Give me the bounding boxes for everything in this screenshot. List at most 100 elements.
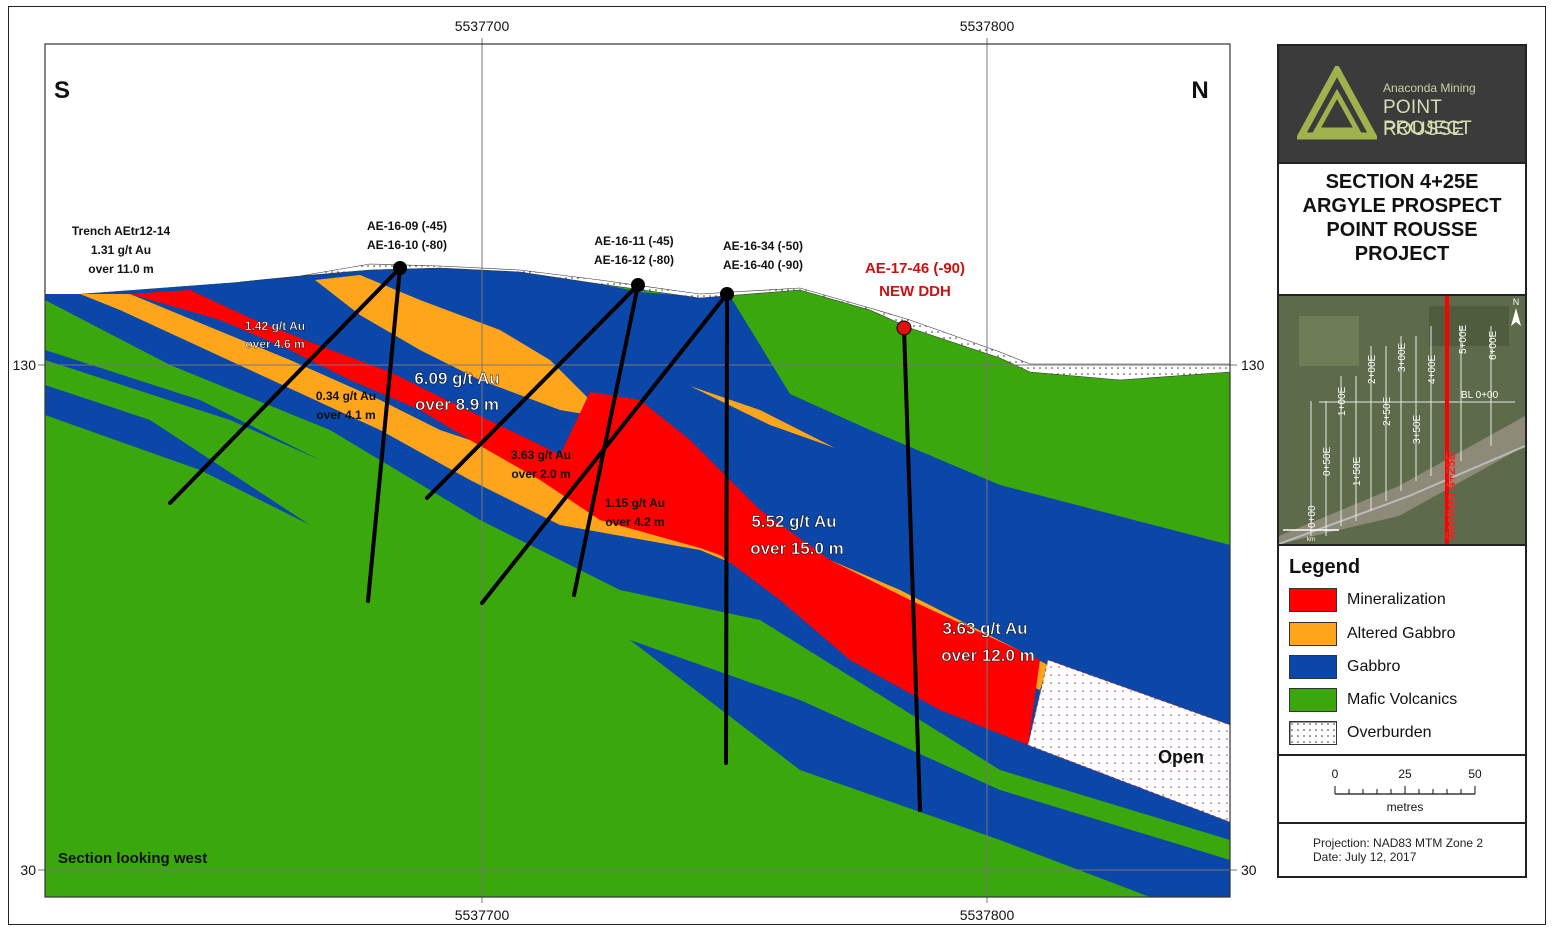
inset-map-graphic: 0+00 0+50E 1+00E 1+50E 2+00E 2+50E 3+00E…	[1279, 296, 1525, 544]
elevation-left-1: 130	[13, 357, 37, 373]
intercept-g-length: over 12.0 m	[941, 646, 1035, 665]
intercept-g-grade: 3.63 g/t Au	[942, 619, 1027, 638]
intercept-f-grade: 5.52 g/t Au	[751, 512, 836, 531]
holes-09-10-label-2: AE-16-10 (-80)	[367, 238, 447, 252]
collar-ae-16-34-40	[720, 287, 734, 301]
triangle-logo-icon	[1297, 66, 1377, 140]
title-line-2: ARGYLE PROSPECT	[1302, 195, 1502, 217]
south-label: S	[54, 77, 70, 104]
easting-top-2: 5537800	[960, 18, 1015, 34]
scale-bar: 0 25 50 metres	[1279, 756, 1525, 824]
drill-hole-ae-16-11	[425, 283, 640, 500]
easting-bottom-1: 5537700	[455, 907, 510, 923]
projection-text: Projection: NAD83 MTM Zone 2	[1313, 836, 1484, 850]
map-title: SECTION 4+25E ARGYLE PROSPECT POINT ROUS…	[1279, 164, 1525, 296]
legend-item-mafic-volcanics: Mafic Volcanics	[1289, 688, 1525, 714]
inset-highlight-label: Section 4+25E	[1443, 451, 1458, 540]
scale-bar-graphic: 0 25 50 metres	[1332, 767, 1482, 814]
legend-swatch	[1289, 721, 1337, 745]
title-line-1: SECTION 4+25E	[1325, 171, 1479, 193]
company-logo: Anaconda Mining POINT ROUSSE PROJECT	[1279, 46, 1525, 164]
drill-hole-ae-16-10	[366, 266, 402, 603]
intercept-d-grade: 3.63 g/t Au	[511, 448, 571, 462]
inset-label-11: 6+00E	[1488, 330, 1499, 360]
title-line-4: PROJECT	[1354, 243, 1450, 265]
scale-tick-25: 25	[1398, 767, 1412, 781]
logo-project-line1: POINT ROUSSE	[1383, 97, 1465, 140]
legend-item-mineralization: Mineralization	[1289, 588, 1525, 614]
intercept-c-grade: 6.09 g/t Au	[414, 369, 499, 388]
panel-border	[44, 43, 1231, 898]
elevation-right-2: 30	[1241, 862, 1257, 878]
map-frame	[8, 6, 1546, 925]
mineralization-zone	[130, 290, 1040, 745]
intercept-c-length: over 8.9 m	[415, 395, 499, 414]
title-block: Anaconda Mining POINT ROUSSE PROJECT SEC…	[1277, 44, 1527, 878]
intercept-e-length: over 4.2 m	[605, 515, 664, 529]
inset-scale-unit: km	[1307, 537, 1315, 543]
grid-lines	[38, 38, 1237, 903]
holes-11-12-label-1: AE-16-11 (-45)	[594, 234, 673, 248]
open-extension-zone	[1027, 659, 1230, 823]
date-text: Date: July 12, 2017	[1313, 850, 1417, 864]
inset-north-label: N	[1513, 297, 1520, 307]
inset-label-5: 2+50E	[1382, 396, 1393, 426]
holes-11-12-label-2: AE-16-12 (-80)	[594, 253, 674, 267]
legend-label: Mafic Volcanics	[1347, 691, 1458, 708]
legend-swatch	[1289, 655, 1337, 679]
inset-label-1: 0+50E	[1322, 446, 1333, 476]
legend-swatch	[1289, 688, 1337, 712]
trench-label-2: 1.31 g/t Au	[91, 243, 151, 257]
intercept-a-length: over 4.6 m	[245, 337, 304, 351]
collar-ae-17-46	[896, 320, 912, 336]
drill-holes	[168, 266, 922, 812]
location-inset-map: 0+00 0+50E 1+00E 1+50E 2+00E 2+50E 3+00E…	[1279, 296, 1525, 546]
intercept-d-length: over 2.0 m	[511, 467, 570, 481]
elevation-right-1: 130	[1241, 357, 1265, 373]
legend: Legend Mineralization Altered Gabbro Gab…	[1279, 546, 1525, 756]
intercept-b-grade: 0.34 g/t Au	[316, 389, 376, 403]
scale-tick-0: 0	[1332, 767, 1339, 781]
drill-hole-ae-16-12	[572, 283, 640, 597]
holes-34-40-label-2: AE-16-40 (-90)	[723, 258, 803, 272]
legend-label: Altered Gabbro	[1347, 625, 1456, 642]
legend-label: Gabbro	[1347, 658, 1401, 675]
easting-top-1: 5537700	[455, 18, 510, 34]
inset-label-2: 1+00E	[1337, 386, 1348, 416]
legend-item-altered-gabbro: Altered Gabbro	[1289, 622, 1525, 648]
collar-ae-16-11-12	[631, 278, 645, 292]
new-hole-label-1: AE-17-46 (-90)	[865, 260, 965, 277]
easting-bottom-2: 5537800	[960, 907, 1015, 923]
inset-label-6: 3+00E	[1397, 342, 1408, 372]
section-looking-west: Section looking west	[58, 850, 207, 867]
new-hole-label-2: NEW DDH	[879, 283, 951, 300]
scale-unit: metres	[1387, 800, 1424, 814]
drill-hole-ae-16-34	[480, 292, 729, 605]
inset-label-8: 4+00E	[1427, 354, 1438, 384]
title-line-3: POINT ROUSSE	[1326, 219, 1478, 241]
holes-34-40-label-1: AE-16-34 (-50)	[723, 239, 803, 253]
inset-baseline-label: BL 0+00	[1461, 390, 1499, 401]
inset-label-3: 1+50E	[1352, 456, 1363, 486]
inset-label-0: 0+00	[1307, 505, 1318, 528]
drill-hole-ae-16-09	[168, 266, 402, 505]
holes-09-10-label-1: AE-16-09 (-45)	[367, 219, 447, 233]
inset-label-4: 2+00E	[1367, 354, 1378, 384]
north-label: N	[1191, 77, 1208, 104]
collar-ae-16-09-10	[393, 261, 407, 275]
drill-hole-ae-17-46	[902, 326, 922, 812]
drill-hole-ae-16-40	[724, 292, 729, 765]
intercept-a-grade: 1.42 g/t Au	[245, 319, 305, 333]
inset-label-7: 3+50E	[1412, 414, 1423, 444]
gabbro-sliver-1	[45, 350, 320, 460]
logo-company: Anaconda Mining	[1383, 81, 1476, 95]
overburden-surface	[239, 263, 1230, 381]
intercept-b-length: over 4.1 m	[316, 408, 375, 422]
trench-label-3: over 11.0 m	[88, 262, 153, 276]
legend-title: Legend	[1289, 556, 1361, 578]
north-arrow-icon	[1511, 308, 1521, 326]
inset-label-10: 5+00E	[1458, 324, 1469, 354]
elevation-left-2: 30	[20, 862, 36, 878]
open-label: Open	[1158, 747, 1204, 767]
